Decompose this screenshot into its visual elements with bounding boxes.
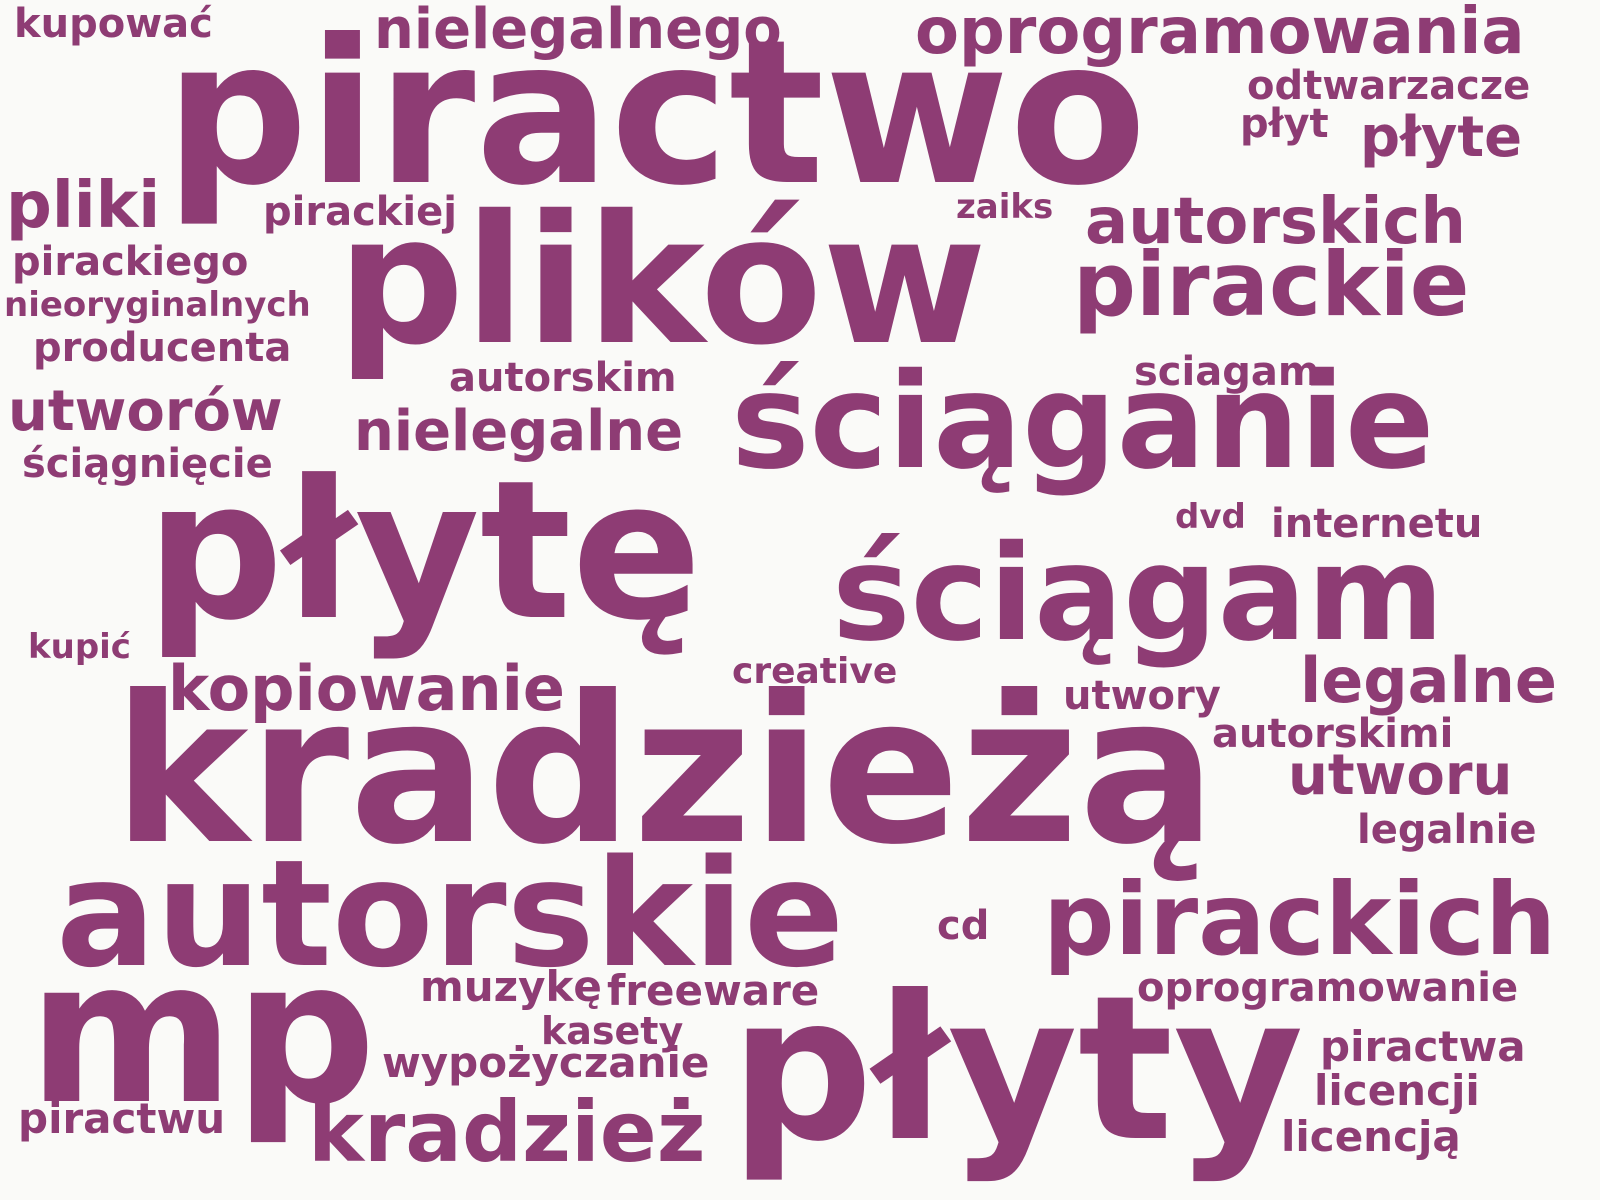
word-dvd: dvd <box>1175 497 1246 537</box>
word-autorskim: autorskim <box>449 355 677 401</box>
word-licencja: licencją <box>1281 1112 1461 1161</box>
word-muzyke: muzykę <box>420 962 602 1011</box>
word-oprogramowania: oprogramowania <box>915 0 1525 69</box>
word-piractwa: piractwa <box>1320 1022 1526 1071</box>
word-nielegalne: nielegalne <box>354 399 684 464</box>
word-sciagniecie: ściągnięcie <box>22 441 273 487</box>
word-kradziez: kradzież <box>308 1083 706 1181</box>
word-piractwo: piractwo <box>165 0 1147 230</box>
word-plikow: plików <box>337 177 987 384</box>
word-kradzieza: kradzieżą <box>113 653 1217 890</box>
word-utworow: utworów <box>8 379 283 444</box>
word-internetu: internetu <box>1271 501 1483 547</box>
word-cd: cd <box>937 903 990 949</box>
word-plyte: płyte <box>1360 105 1523 170</box>
word-odtwarzacze: odtwarzacze <box>1247 63 1531 109</box>
word-pirackich: pirackich <box>1043 861 1557 978</box>
word-nieoryginalnych: nieoryginalnych <box>4 285 311 325</box>
word-producenta: producenta <box>33 325 292 371</box>
word-kasety: kasety <box>541 1009 684 1053</box>
word-pliki: pliki <box>6 169 161 243</box>
word-oprogramowanie: oprogramowanie <box>1137 965 1519 1011</box>
word-creative: creative <box>732 651 898 692</box>
word-kupic: kupić <box>28 627 131 667</box>
word-autorskie: autorskie <box>56 828 845 1000</box>
word-kupowac: kupować <box>14 1 213 47</box>
word-kopiowanie: kopiowanie <box>168 652 565 725</box>
word-pirackiego: pirackiego <box>12 239 249 285</box>
word-plyty: płyty <box>730 953 1304 1186</box>
word-legalne: legalne <box>1300 644 1557 717</box>
word-autorskimi: autorskimi <box>1212 711 1454 757</box>
word-wypozyczanie: wypożyczanie <box>382 1038 710 1087</box>
word-licencji: licencji <box>1314 1066 1480 1115</box>
word-nielegalnego: nielegalnego <box>374 0 782 62</box>
word-plyte-nasal: płytę <box>146 440 702 663</box>
word-utworu: utworu <box>1288 743 1513 808</box>
word-utwory: utwory <box>1063 673 1221 719</box>
word-zaiks: zaiks <box>956 187 1054 227</box>
word-pirackiej: pirackiej <box>263 189 457 235</box>
word-sciagam-accent: ściągam <box>832 517 1445 671</box>
word-mp: mp <box>28 917 377 1148</box>
word-legalnie: legalnie <box>1357 807 1537 853</box>
word-sciagam: sciagam <box>1134 349 1320 395</box>
word-sciaganie: ściąganie <box>731 345 1435 499</box>
word-freeware: freeware <box>607 966 820 1015</box>
word-plyt: płyt <box>1240 101 1329 147</box>
word-autorskich: autorskich <box>1085 185 1466 259</box>
word-piractwu: piractwu <box>18 1094 226 1143</box>
word-pirackie: pirackie <box>1073 233 1470 336</box>
